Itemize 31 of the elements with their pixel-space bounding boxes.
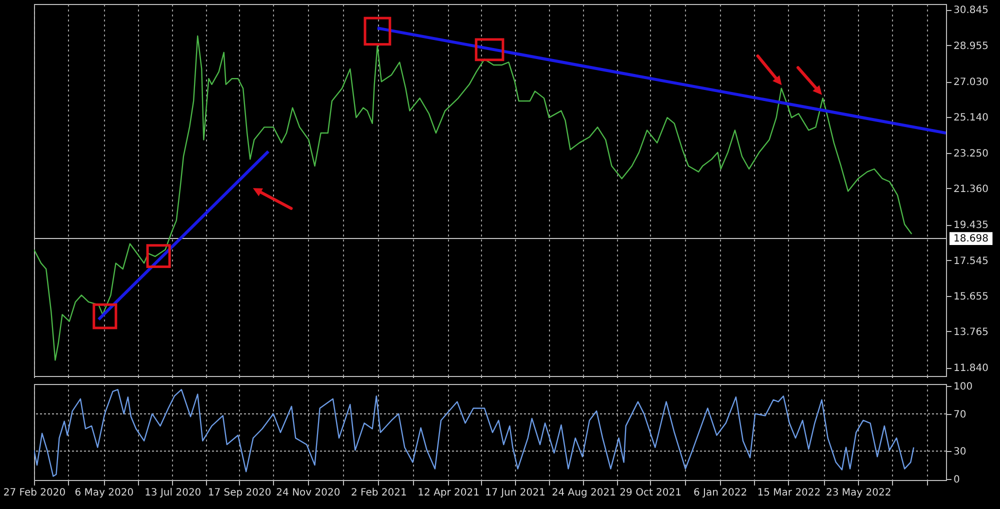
y-tick-label: 70 (954, 409, 966, 420)
x-tick-label: 2 Feb 2021 (350, 488, 407, 498)
x-tick-label: 6 Jan 2022 (693, 488, 748, 498)
x-tick-label: 27 Feb 2020 (3, 488, 66, 498)
y-tick-label: 19.435 (954, 220, 988, 232)
y-tick-label: 100 (954, 381, 973, 392)
y-tick-label: 11.840 (954, 363, 988, 374)
line-series (34, 35, 912, 361)
y-tick-label: 0 (954, 474, 960, 486)
x-tick-label: 24 Aug 2021 (552, 488, 616, 498)
y-tick-label: 23.250 (954, 148, 988, 160)
x-tick-label: 23 May 2022 (826, 488, 892, 498)
y-tick-label: 17.545 (954, 256, 988, 267)
ref-line-label: 18.698 (954, 234, 988, 245)
x-tick-label: 17 Sep 2020 (208, 488, 272, 498)
x-tick-label: 12 Apr 2021 (418, 488, 480, 498)
x-tick-label: 24 Nov 2020 (276, 488, 340, 498)
x-tick-label: 13 Jul 2020 (144, 488, 202, 498)
y-tick-label: 27.030 (954, 77, 988, 88)
x-tick-label: 6 May 2020 (74, 488, 134, 498)
y-tick-label: 13.765 (954, 326, 988, 338)
x-tick-label: 15 Mar 2022 (757, 488, 821, 498)
y-tick-label: 15.655 (954, 291, 988, 302)
line-series (34, 388, 914, 477)
x-tick-label: 17 Jun 2021 (485, 488, 546, 498)
y-tick-label: 28.955 (954, 40, 988, 52)
y-tick-label: 30.845 (954, 5, 988, 16)
y-tick-label: 25.140 (954, 112, 988, 124)
y-tick-label: 21.360 (954, 184, 988, 195)
y-tick-label: 30 (954, 446, 966, 458)
x-tick-label: 29 Oct 2021 (620, 488, 682, 498)
